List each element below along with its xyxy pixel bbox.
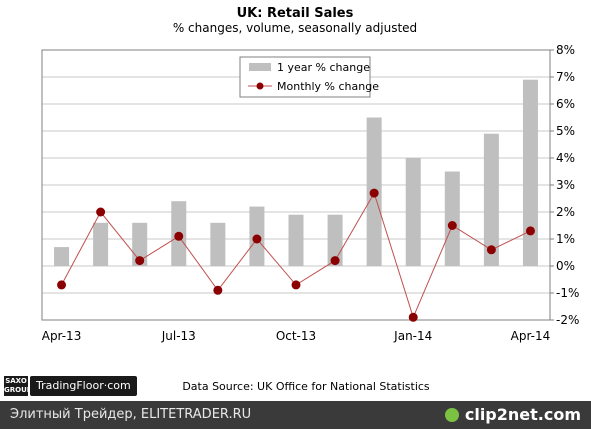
bar xyxy=(54,247,70,266)
line-point xyxy=(57,280,67,290)
line-point xyxy=(213,285,223,295)
bar xyxy=(522,79,538,266)
y-tick-label: 1% xyxy=(556,232,575,246)
y-tick-label: 4% xyxy=(556,151,575,165)
bar-series xyxy=(54,79,538,266)
bar xyxy=(405,158,421,266)
group-text: GROUP xyxy=(4,386,32,394)
x-tick-label: Jan-14 xyxy=(393,329,432,343)
line-point xyxy=(525,226,535,236)
y-tick-label: 3% xyxy=(556,178,575,192)
line-point xyxy=(369,188,379,198)
tradingfloor-logo: SAXO GROUP TradingFloor·com xyxy=(4,376,137,396)
clip2net-icon xyxy=(444,407,459,422)
line-point xyxy=(330,256,340,266)
x-tick-label: Apr-13 xyxy=(42,329,82,343)
line-point xyxy=(486,245,496,255)
y-tick-label: 6% xyxy=(556,97,575,111)
x-tick-label: Oct-13 xyxy=(276,329,316,343)
x-tick-label: Jul-13 xyxy=(161,329,196,343)
legend-marker-swatch xyxy=(256,82,264,90)
legend-label-bars: 1 year % change xyxy=(277,61,370,74)
bar xyxy=(483,133,499,266)
watermark-left-text: Элитный Трейдер, ELITETRADER.RU xyxy=(10,407,252,422)
y-axis-ticks: 8% 7% 6% 5% 4% 3% 2% 1% 0% -1% -2% xyxy=(550,43,579,327)
legend: 1 year % change Monthly % change xyxy=(239,56,379,98)
clip2net-logo: clip2net.com xyxy=(444,405,581,424)
source-note: Data Source: UK Office for National Stat… xyxy=(182,380,430,393)
x-axis-ticks: Apr-13 Jul-13 Oct-13 Jan-14 Apr-14 xyxy=(42,329,551,343)
watermark-bar: Элитный Трейдер, ELITETRADER.RU clip2net… xyxy=(0,401,591,429)
y-tick-label: 8% xyxy=(556,43,575,57)
y-tick-label: 2% xyxy=(556,205,575,219)
saxo-group-logo: SAXO GROUP xyxy=(4,376,32,396)
y-tick-label: 0% xyxy=(556,259,575,273)
line-point xyxy=(135,256,145,266)
line-point xyxy=(96,207,106,217)
line-point xyxy=(174,231,184,241)
bar xyxy=(444,171,460,266)
line-point xyxy=(447,221,457,230)
legend-label-line: Monthly % change xyxy=(277,80,379,93)
clip2net-text: clip2net.com xyxy=(464,405,581,424)
tradingfloor-text: TradingFloor·com xyxy=(30,376,137,396)
y-tick-label: -1% xyxy=(556,286,579,300)
x-tick-label: Apr-14 xyxy=(511,329,551,343)
saxo-text: SAXO xyxy=(5,377,27,385)
y-tick-label: -2% xyxy=(556,313,579,327)
line-point xyxy=(252,234,262,244)
chart-title: UK: Retail Sales xyxy=(237,6,354,21)
line-point xyxy=(408,312,418,322)
legend-bar-swatch xyxy=(249,63,271,71)
bar xyxy=(210,222,226,266)
bar xyxy=(93,222,109,266)
y-tick-label: 5% xyxy=(556,124,575,138)
chart: UK: Retail Sales % changes, volume, seas… xyxy=(41,6,579,393)
line-point xyxy=(291,280,301,290)
y-tick-label: 7% xyxy=(556,70,575,84)
chart-subtitle: % changes, volume, seasonally adjusted xyxy=(173,21,417,35)
bar xyxy=(288,214,304,266)
line-series xyxy=(57,188,535,322)
